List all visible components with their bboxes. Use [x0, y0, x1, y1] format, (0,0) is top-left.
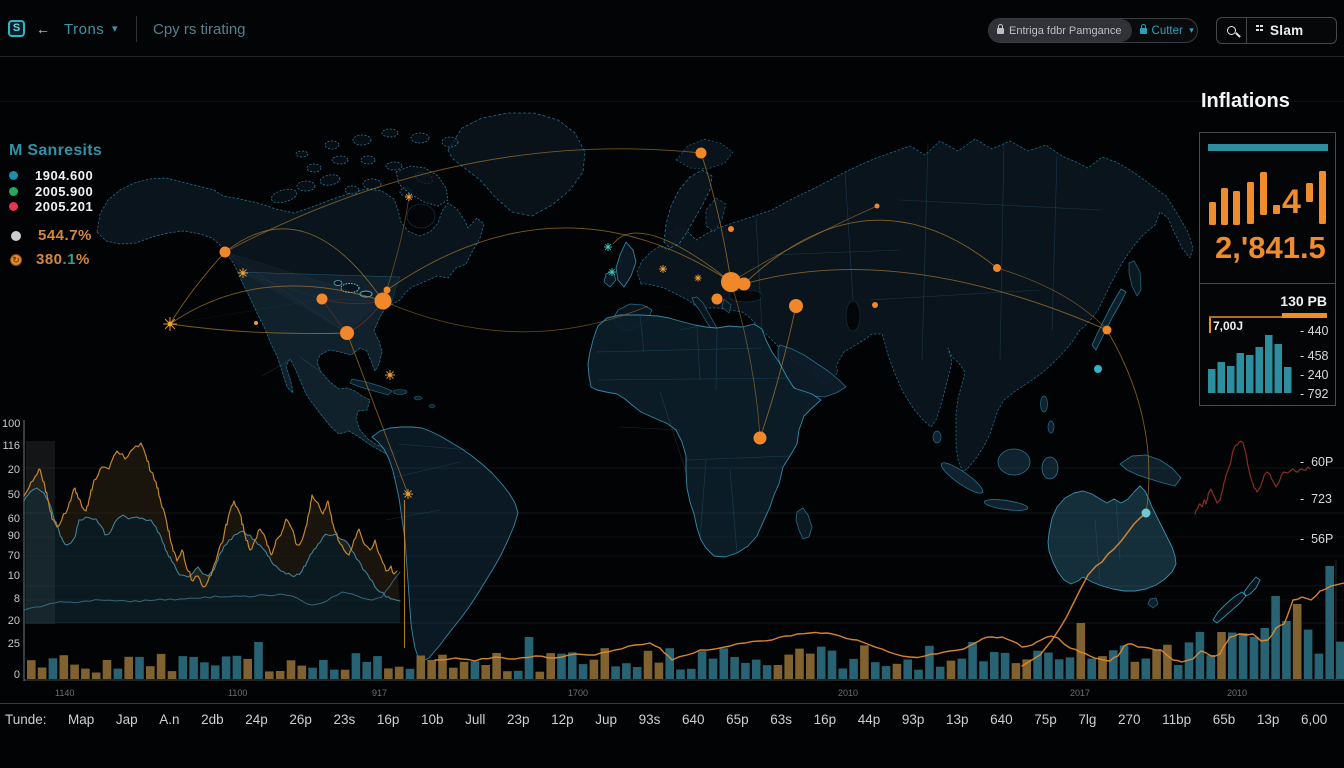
svg-text:4: 4 — [1282, 183, 1301, 221]
